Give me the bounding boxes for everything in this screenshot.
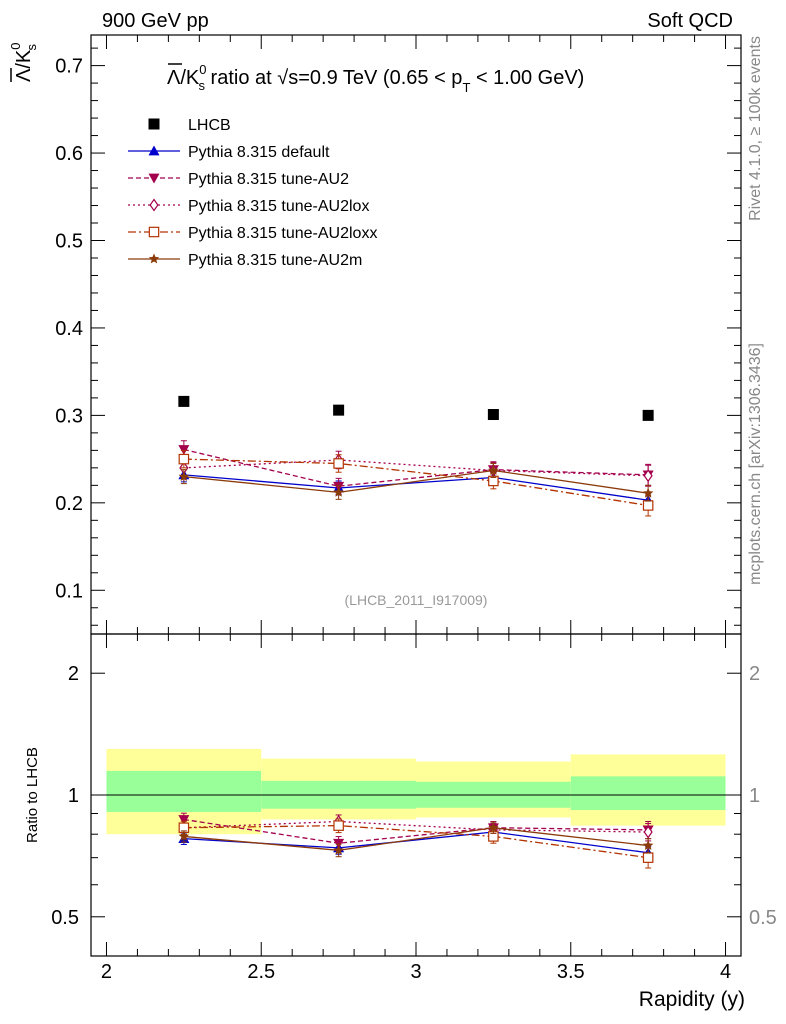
legend-label: Pythia 8.315 tune-AU2loxx: [188, 225, 377, 242]
main-y-tick-label: 0.4: [55, 318, 83, 340]
ratio-stat-band: [570, 776, 726, 811]
main-data-point: [178, 471, 190, 481]
ratio-series-line: [183, 824, 649, 859]
ylabel-lambda-ratio: Λ/K: [13, 49, 35, 82]
main-data-point: [333, 486, 344, 497]
x-tick-label: 2: [101, 961, 112, 983]
main-series-0: [178, 395, 654, 421]
main-y-tick-label: 0.5: [55, 230, 83, 252]
ratio-data-point: [178, 830, 190, 841]
ylabel-k0-superscript: 0: [8, 43, 23, 50]
legend-label: Pythia 8.315 tune-AU2lox: [188, 198, 369, 215]
main-y-tick-label: 0.2: [55, 493, 83, 515]
legend-marker: [148, 173, 160, 184]
main-data-point: [642, 409, 654, 421]
ratio-y-tick-label: 1: [68, 785, 79, 807]
main-data-point: [333, 458, 344, 469]
legend-item-4: Pythia 8.315 tune-AU2loxx: [128, 225, 377, 242]
legend-item-0: LHCB: [148, 117, 231, 134]
x-tick-label: 3.5: [557, 961, 585, 983]
ratio-series-line: [183, 818, 649, 844]
legend-item-3: Pythia 8.315 tune-AU2lox: [128, 198, 369, 215]
x-axis-label: Rapidity (y): [639, 988, 745, 1011]
main-data-point: [487, 409, 499, 421]
main-series-line: [183, 458, 649, 507]
ratio-data-point: [333, 820, 344, 831]
ratio-data-point: [178, 815, 190, 825]
title-pt-subscript: T: [462, 80, 470, 95]
header-process-label: Soft QCD: [647, 10, 733, 32]
main-series-5: [178, 462, 654, 502]
main-series-line: [183, 474, 649, 501]
main-axis-ticks: 0.1 0.2 0.3 0.4 0.5 0.6 0.7: [55, 35, 741, 634]
main-data-point: [643, 469, 653, 483]
ratio-series-group: [178, 812, 654, 869]
legend: LHCB Pythia 8.315 default Pythia 8.315 tun…: [128, 117, 377, 269]
main-data-point: [178, 453, 190, 465]
ratio-data-point: [488, 822, 499, 833]
ratio-y-tick-label-right: 1: [749, 785, 760, 807]
main-data-point: [333, 404, 345, 416]
rivet-version-label: Rivet 4.1.0, ≥ 100k events: [747, 36, 764, 221]
x-tick-label: 3: [410, 961, 421, 983]
main-y-tick-label: 0.7: [55, 56, 83, 78]
legend-marker: [148, 118, 160, 130]
main-data-point: [642, 487, 654, 498]
legend-marker: [148, 226, 160, 238]
main-series-line: [183, 459, 649, 477]
main-plot-title: Λ/K0 s ratio at √s=0.9 TeV (0.65 < pT < 1…: [167, 62, 584, 95]
main-series-line: [183, 448, 649, 487]
x-tick-label: 2.5: [247, 961, 275, 983]
title-k0-superscript: 0: [199, 62, 206, 77]
main-y-tick-label: 0.6: [55, 143, 83, 165]
ratio-y-tick-label-right: 2: [749, 663, 760, 685]
main-data-point: [642, 500, 654, 511]
header-collision-label: 900 GeV pp: [102, 10, 209, 32]
main-plot-ylabel: Λ/K0s: [8, 43, 39, 83]
ratio-data-point: [333, 844, 344, 855]
ratio-stat-band: [106, 770, 262, 812]
ratio-plot-ylabel: Ratio to LHCB: [24, 747, 41, 843]
legend-item-1: Pythia 8.315 default: [128, 144, 330, 161]
legend-label: LHCB: [188, 117, 231, 134]
main-y-tick-label: 0.3: [55, 405, 83, 427]
title-energy-text: ratio at √s=0.9 TeV (0.65 < p: [205, 67, 462, 89]
legend-item-2: Pythia 8.315 tune-AU2: [128, 171, 349, 188]
main-series-2: [178, 440, 654, 495]
main-y-tick-label: 0.1: [55, 580, 83, 602]
title-ks-subscript: s: [199, 78, 206, 93]
ratio-series-4: [178, 821, 654, 858]
legend-label: Pythia 8.315 tune-AU2m: [188, 252, 362, 269]
ratio-data-point: [642, 852, 654, 863]
title-lambda-ratio: Λ/K: [167, 67, 200, 89]
main-series-group: [178, 395, 654, 517]
main-series-line: [183, 469, 649, 494]
ratio-series-line: [183, 827, 649, 851]
title-range-end: < 1.00 GeV): [470, 67, 584, 89]
main-series-1: [178, 467, 654, 508]
legend-label: Pythia 8.315 default: [188, 144, 330, 161]
ratio-y-tick-label: 2: [68, 663, 79, 685]
main-data-point: [488, 465, 499, 475]
legend-marker: [148, 145, 160, 156]
legend-item-5: Pythia 8.315 tune-AU2m: [128, 252, 362, 269]
legend-marker: [149, 198, 159, 212]
ylabel-ks-subscript: s: [24, 44, 39, 51]
ratio-axis-ticks: 0.5 0.5 1 1 2 2 2 2.5 3 3.5 4: [51, 634, 777, 983]
ratio-data-point: [642, 840, 654, 850]
legend-label: Pythia 8.315 tune-AU2: [188, 171, 349, 188]
main-data-point: [178, 395, 190, 407]
ratio-y-tick-label-right: 0.5: [749, 907, 777, 929]
legend-marker: [148, 253, 160, 264]
ratio-uncertainty-bands: [91, 748, 741, 835]
mcplots-reference-label: mcplots.cern.ch [arXiv:1306.3436]: [747, 343, 764, 585]
ratio-y-tick-label: 0.5: [51, 907, 79, 929]
analysis-id-label: (LHCB_2011_I917009): [345, 592, 488, 608]
x-tick-label: 4: [720, 961, 731, 983]
ratio-data-point: [643, 825, 653, 839]
